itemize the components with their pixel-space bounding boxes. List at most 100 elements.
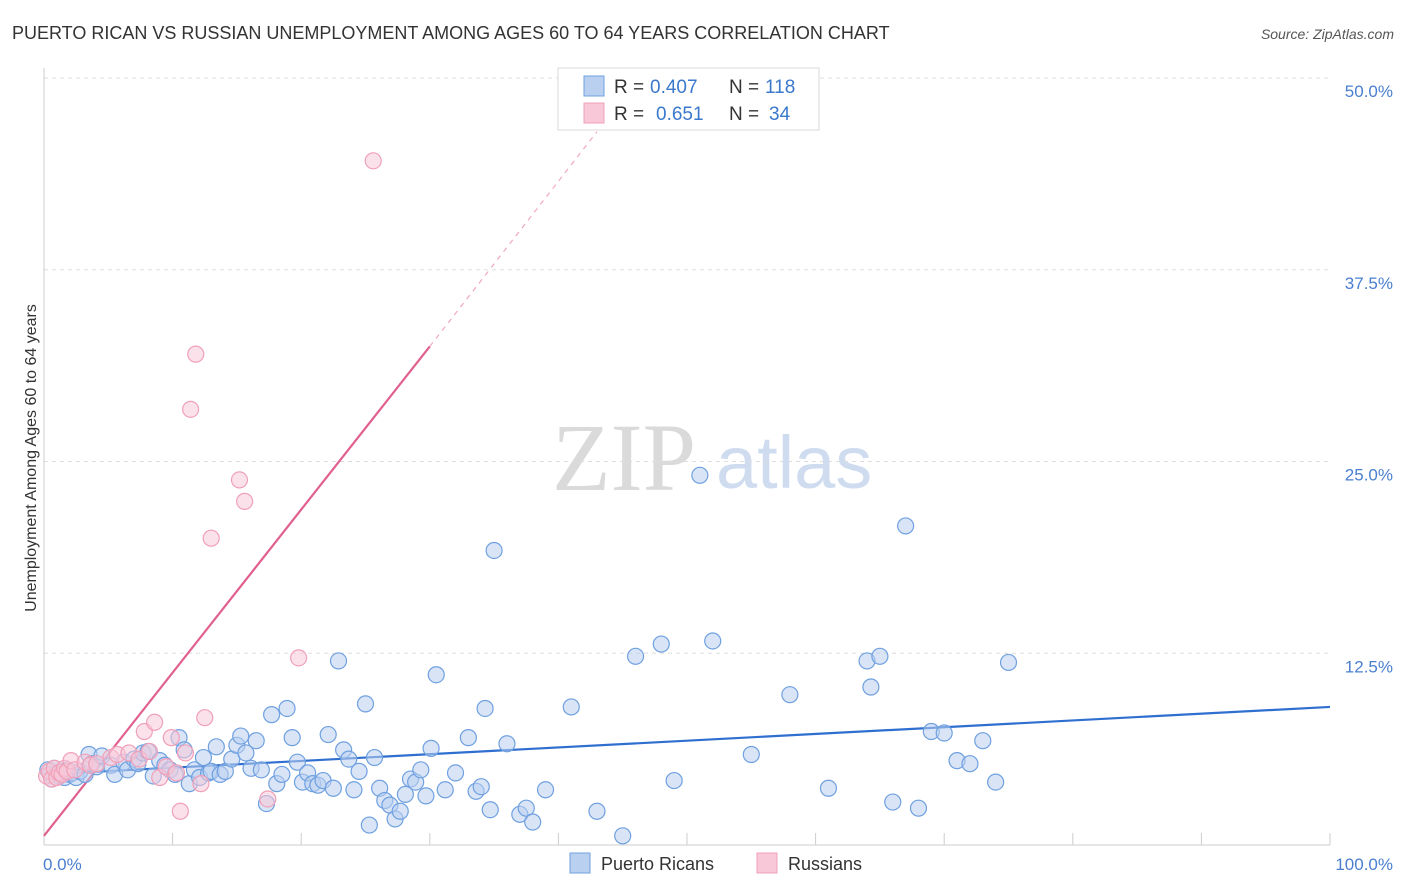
point-russians-23 <box>162 729 180 747</box>
point-puerto-ricans-70 <box>365 748 384 767</box>
point-puerto-ricans-81 <box>422 739 440 757</box>
legend-r-label-1: R = <box>614 77 644 98</box>
point-russians-26 <box>176 744 195 762</box>
point-russians-20 <box>145 713 164 731</box>
point-russians-19 <box>140 742 159 761</box>
trend-extension-russians <box>429 131 598 347</box>
point-puerto-ricans-109 <box>871 647 889 665</box>
legend-swatch-puerto-ricans <box>583 75 605 97</box>
x-tick-label-0: 0.0% <box>43 855 82 874</box>
point-puerto-ricans-61 <box>319 725 337 744</box>
point-puerto-ricans-36 <box>194 748 213 767</box>
point-puerto-ricans-87 <box>472 778 490 796</box>
watermark-atlas: atlas <box>716 421 872 504</box>
point-puerto-ricans-39 <box>207 738 225 756</box>
point-russians-28 <box>187 345 205 363</box>
point-puerto-ricans-55 <box>288 753 306 771</box>
point-puerto-ricans-93 <box>517 799 535 817</box>
point-puerto-ricans-117 <box>974 732 992 750</box>
point-puerto-ricans-53 <box>278 699 296 718</box>
point-puerto-ricans-63 <box>329 652 348 670</box>
point-puerto-ricans-85 <box>459 729 477 747</box>
point-russians-29 <box>192 775 210 793</box>
point-puerto-ricans-116 <box>961 755 979 773</box>
point-puerto-ricans-75 <box>391 802 409 820</box>
point-puerto-ricans-118 <box>987 773 1005 791</box>
point-puerto-ricans-94 <box>524 813 542 831</box>
point-puerto-ricans-68 <box>356 695 375 713</box>
point-puerto-ricans-100 <box>652 635 670 653</box>
y-tick-labels: 12.5% 25.0% 37.5% 50.0% <box>1345 82 1393 676</box>
point-russians-13 <box>88 755 106 773</box>
point-puerto-ricans-79 <box>412 761 430 779</box>
point-puerto-ricans-90 <box>485 541 503 560</box>
series-legend-label-russians: Russians <box>788 854 862 874</box>
legend-n-label-2: N = <box>729 104 759 125</box>
point-puerto-ricans-44 <box>232 727 250 745</box>
point-puerto-ricans-97 <box>588 802 606 820</box>
point-puerto-ricans-50 <box>263 706 281 724</box>
point-puerto-ricans-69 <box>360 816 378 834</box>
data-points <box>37 152 1018 845</box>
point-puerto-ricans-47 <box>247 732 265 750</box>
point-puerto-ricans-52 <box>273 765 291 784</box>
point-puerto-ricans-83 <box>436 781 454 799</box>
point-russians-24 <box>167 764 186 782</box>
point-russians-extra-2 <box>259 790 277 808</box>
point-puerto-ricans-48 <box>252 761 270 779</box>
chart-title: PUERTO RICAN VS RUSSIAN UNEMPLOYMENT AMO… <box>12 23 890 43</box>
point-puerto-ricans-104 <box>742 745 760 764</box>
chart-source: Source: ZipAtlas.com <box>1261 26 1394 42</box>
x-tick-label-1: 100.0% <box>1335 855 1393 874</box>
point-puerto-ricans-101 <box>665 771 683 790</box>
point-puerto-ricans-95 <box>536 781 555 799</box>
legend-n-value-1: 118 <box>765 77 795 98</box>
y-tick-label-2: 37.5% <box>1345 274 1393 293</box>
point-puerto-ricans-98 <box>614 827 632 845</box>
point-puerto-ricans-88 <box>476 699 494 718</box>
point-puerto-ricans-99 <box>626 647 645 665</box>
legend-r-value-2: 0.651 <box>656 104 704 125</box>
point-puerto-ricans-67 <box>350 762 368 780</box>
point-puerto-ricans-76 <box>396 785 414 803</box>
x-tick-labels: 0.0% 100.0% <box>43 855 1393 874</box>
y-tick-label-0: 12.5% <box>1345 657 1393 676</box>
point-puerto-ricans-45 <box>237 744 255 762</box>
grid-lines <box>44 77 1330 654</box>
point-puerto-ricans-105 <box>781 686 799 704</box>
point-russians-27 <box>182 400 200 418</box>
point-puerto-ricans-82 <box>427 666 445 684</box>
legend-n-value-2: 34 <box>769 104 791 125</box>
point-russians-extra-1 <box>364 152 382 170</box>
point-puerto-ricans-110 <box>884 793 902 811</box>
point-puerto-ricans-54 <box>283 729 301 747</box>
point-puerto-ricans-80 <box>417 787 435 805</box>
watermark-zip: ZIP <box>552 404 696 511</box>
point-russians-32 <box>230 471 249 489</box>
legend-r-label-2: R = <box>614 104 644 125</box>
point-puerto-ricans-102 <box>691 466 709 484</box>
series-legend-swatch-russians <box>756 852 778 874</box>
point-puerto-ricans-66 <box>345 781 363 799</box>
point-russians-25 <box>171 802 189 820</box>
point-puerto-ricans-111 <box>897 517 915 535</box>
point-puerto-ricans-106 <box>819 779 838 797</box>
point-puerto-ricans-119 <box>999 653 1018 672</box>
point-russians-extra-0 <box>290 649 308 667</box>
y-tick-label-1: 25.0% <box>1345 466 1393 485</box>
point-puerto-ricans-112 <box>909 799 928 817</box>
y-tick-label-3: 50.0% <box>1345 82 1393 101</box>
point-puerto-ricans-89 <box>481 801 499 819</box>
point-puerto-ricans-65 <box>340 750 358 768</box>
point-puerto-ricans-103 <box>704 632 722 650</box>
correlation-legend: R = 0.407 N = 118 R = 0.651 N = 34 <box>557 67 820 131</box>
point-puerto-ricans-91 <box>498 735 516 753</box>
point-russians-31 <box>202 529 220 547</box>
legend-r-value-1: 0.407 <box>650 77 698 98</box>
point-russians-30 <box>196 709 214 727</box>
point-puerto-ricans-108 <box>862 678 880 696</box>
axes <box>43 68 1331 846</box>
series-legend: Puerto Ricans Russians <box>569 852 862 874</box>
series-legend-swatch-puerto-ricans <box>569 852 591 874</box>
